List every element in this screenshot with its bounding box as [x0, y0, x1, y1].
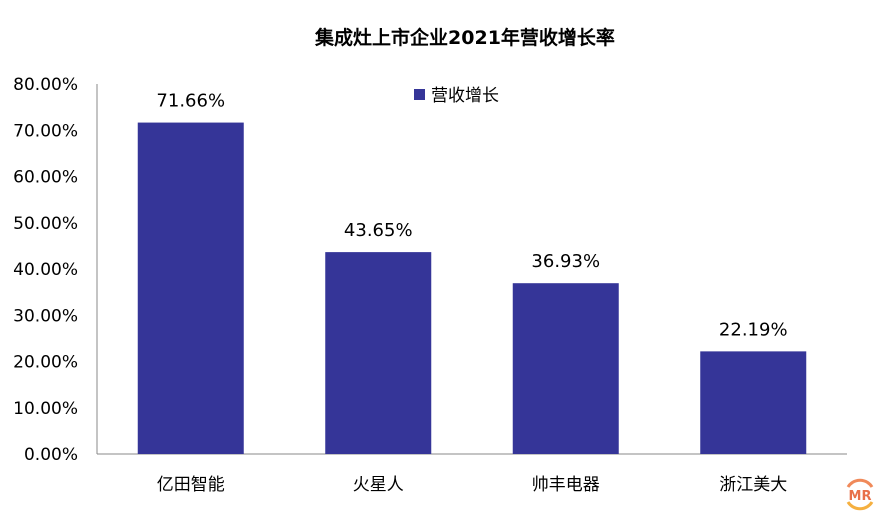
- bar: [700, 351, 807, 454]
- y-tick-label: 40.00%: [13, 260, 78, 280]
- x-tick-label: 亿田智能: [157, 475, 225, 495]
- x-tick-label: 帅丰电器: [532, 475, 600, 495]
- y-tick-label: 80.00%: [13, 75, 78, 95]
- legend-label: 营收增长: [431, 86, 499, 106]
- y-tick-label: 10.00%: [13, 399, 78, 419]
- y-tick-label: 0.00%: [24, 445, 78, 465]
- data-label: 22.19%: [719, 319, 788, 340]
- y-axis: 0.00% 10.00% 20.00% 30.00% 40.00% 50.00% 60.00…: [13, 75, 78, 465]
- chart-title: 集成灶上市企业2021年营收增长率: [314, 26, 615, 49]
- bar: [512, 283, 619, 454]
- y-tick-label: 30.00%: [13, 306, 78, 326]
- y-tick-label: 70.00%: [13, 121, 78, 141]
- bar: [137, 122, 244, 454]
- legend: 营收增长: [414, 86, 499, 106]
- bars: 71.66% 亿田智能 43.65% 火星人 36.93% 帅丰电器 22.19% 浙江美大: [137, 91, 807, 495]
- y-tick-label: 50.00%: [13, 214, 78, 234]
- data-label: 36.93%: [531, 251, 600, 272]
- y-tick-label: 20.00%: [13, 353, 78, 373]
- watermark-logo: MR: [846, 478, 874, 511]
- legend-swatch: [414, 89, 425, 100]
- data-label: 43.65%: [344, 220, 413, 241]
- x-tick-label: 火星人: [353, 475, 404, 495]
- data-label: 71.66%: [156, 91, 225, 112]
- x-tick-label: 浙江美大: [719, 475, 787, 495]
- watermark-text: MR: [849, 489, 872, 504]
- y-tick-label: 60.00%: [13, 168, 78, 188]
- bar: [325, 252, 432, 454]
